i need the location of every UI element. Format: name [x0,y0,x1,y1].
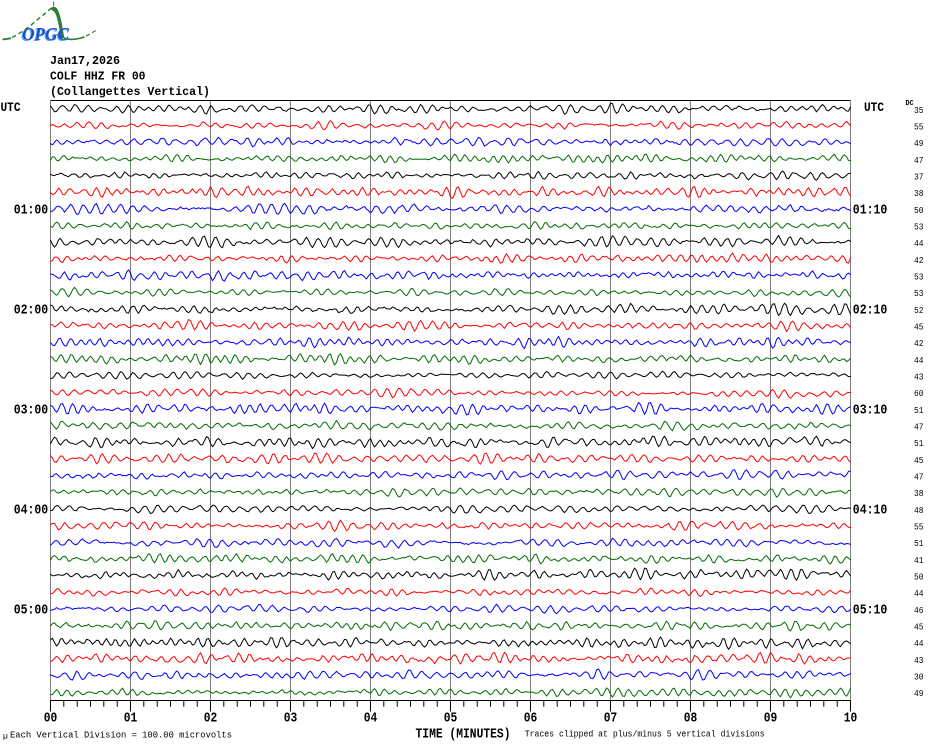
svg-text:03: 03 [284,711,298,727]
svg-text:50: 50 [914,572,924,583]
svg-text:06: 06 [524,711,538,727]
svg-text:01: 01 [124,711,138,727]
svg-text:38: 38 [914,188,924,199]
svg-text:Each Vertical Division = 100.: Each Vertical Division = 100.00 microvol… [10,730,232,740]
svg-text:51: 51 [914,438,924,449]
svg-text:35: 35 [914,105,924,116]
svg-text:48: 48 [914,505,924,516]
svg-text:(Collangettes Vertical): (Collangettes Vertical) [50,85,210,99]
svg-text:44: 44 [914,238,924,249]
svg-text:30: 30 [914,672,924,683]
svg-text:TIME (MINUTES): TIME (MINUTES) [416,727,511,743]
svg-text:44: 44 [914,588,924,599]
svg-text:55: 55 [914,522,924,533]
svg-text:47: 47 [914,155,924,166]
svg-text:07: 07 [604,711,618,727]
svg-text:50: 50 [914,205,924,216]
svg-text:38: 38 [914,488,924,499]
svg-text:UTC: UTC [1,100,21,115]
svg-text:46: 46 [914,605,924,616]
svg-text:53: 53 [914,288,924,299]
svg-text:51: 51 [914,405,924,416]
svg-text:43: 43 [914,655,924,666]
svg-text:55: 55 [914,122,924,133]
svg-text:04:00: 04:00 [14,503,49,519]
svg-text:42: 42 [914,255,924,266]
svg-text:10: 10 [844,711,858,727]
svg-text:03:00: 03:00 [14,403,49,419]
svg-text:49: 49 [914,688,924,699]
svg-text:Traces clipped at plus/minus 5: Traces clipped at plus/minus 5 vertical … [525,730,765,740]
svg-text:05:00: 05:00 [14,603,49,619]
svg-text:53: 53 [914,272,924,283]
svg-text:µ: µ [3,733,8,742]
svg-text:UTC: UTC [864,100,884,115]
svg-text:53: 53 [914,222,924,233]
svg-text:45: 45 [914,622,924,633]
svg-text:37: 37 [914,172,924,183]
svg-text:44: 44 [914,638,924,649]
svg-text:47: 47 [914,472,924,483]
svg-text:04:10: 04:10 [853,503,888,519]
svg-text:DC: DC [906,100,914,108]
svg-text:44: 44 [914,355,924,366]
svg-text:08: 08 [684,711,698,727]
svg-text:41: 41 [914,555,924,566]
svg-text:51: 51 [914,538,924,549]
svg-text:OPGC: OPGC [21,25,69,45]
svg-text:02:10: 02:10 [853,303,888,319]
svg-text:00: 00 [44,711,58,727]
svg-text:03:10: 03:10 [853,403,888,419]
svg-text:02: 02 [204,711,218,727]
svg-text:05: 05 [444,711,458,727]
svg-text:OPGC: OPGC [22,24,70,44]
svg-text:52: 52 [914,305,924,316]
svg-text:02:00: 02:00 [14,303,49,319]
svg-text:01:10: 01:10 [853,203,888,219]
svg-text:Jan17,2026: Jan17,2026 [50,54,120,68]
svg-text:04: 04 [364,711,378,727]
svg-text:05:10: 05:10 [853,603,888,619]
svg-text:60: 60 [914,388,924,399]
svg-text:49: 49 [914,138,924,149]
svg-text:45: 45 [914,322,924,333]
svg-text:01:00: 01:00 [14,203,49,219]
svg-text:45: 45 [914,455,924,466]
svg-text:43: 43 [914,372,924,383]
svg-text:42: 42 [914,338,924,349]
svg-text:09: 09 [764,711,778,727]
svg-text:COLF HHZ FR 00: COLF HHZ FR 00 [50,70,146,84]
svg-text:47: 47 [914,422,924,433]
